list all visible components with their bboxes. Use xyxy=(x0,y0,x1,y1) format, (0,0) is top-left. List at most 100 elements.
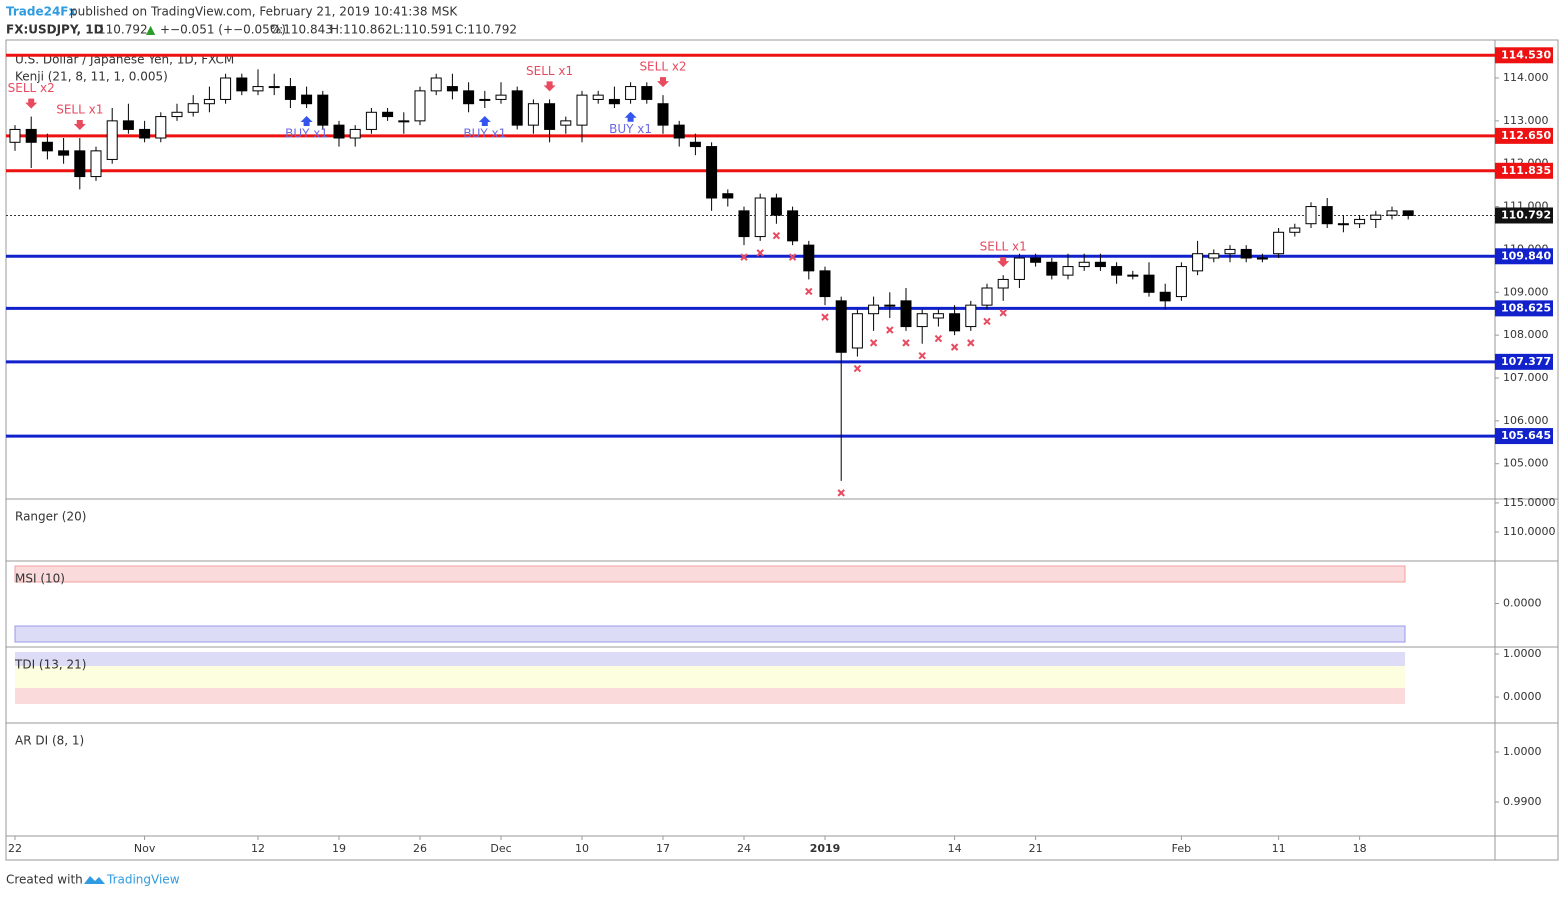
level-label: 109.840 xyxy=(1501,249,1551,262)
candle-body xyxy=(1030,257,1042,263)
x-tick-label: 26 xyxy=(413,842,427,855)
y-tick-label: 107.000 xyxy=(1503,371,1549,384)
candle-body xyxy=(1046,261,1058,276)
candle-body xyxy=(1337,223,1349,226)
footer-brand: TradingView xyxy=(106,873,180,887)
candle-body xyxy=(706,146,718,199)
candle-body xyxy=(803,244,815,272)
candle-body xyxy=(446,86,458,92)
panel-tick-label: 115.0000 xyxy=(1503,496,1556,509)
candle-body xyxy=(625,86,637,100)
candle-body xyxy=(884,304,896,307)
candle-body xyxy=(1402,210,1414,216)
buy-arrow xyxy=(300,116,313,126)
candle-body xyxy=(576,94,588,126)
level-label-bg xyxy=(1495,353,1553,370)
candle-body xyxy=(414,90,426,122)
candle-body xyxy=(1289,227,1301,233)
panel-tick-label: 0.0000 xyxy=(1503,597,1542,610)
cross-marker xyxy=(853,364,862,373)
y-tick-label: 109.000 xyxy=(1503,285,1549,298)
candle-body xyxy=(722,193,734,199)
cross-marker xyxy=(918,352,926,360)
footer-created: Created with xyxy=(6,873,83,887)
x-tick-label: 11 xyxy=(1272,842,1286,855)
candle-body xyxy=(1094,261,1106,268)
candle-body xyxy=(932,313,944,319)
candle-body xyxy=(511,90,523,126)
x-tick-label: 18 xyxy=(1353,842,1367,855)
candle-body xyxy=(657,103,669,126)
change: +−0.051 (+−0.05%) xyxy=(160,23,286,37)
candle-body xyxy=(284,86,296,100)
candle-body xyxy=(900,300,912,328)
panel-tick-label: 1.0000 xyxy=(1503,647,1542,660)
candle-body xyxy=(981,287,993,306)
candle-body xyxy=(1386,210,1398,216)
candle-body xyxy=(1321,206,1333,225)
cross-marker xyxy=(983,317,991,326)
y-tick-label: 106.000 xyxy=(1503,414,1549,427)
sell-arrow xyxy=(543,81,556,92)
x-tick-label: Nov xyxy=(134,842,156,855)
x-tick-label: 19 xyxy=(332,842,346,855)
level-label: 107.377 xyxy=(1501,355,1551,368)
panel-title: MSI (10) xyxy=(15,572,65,586)
cross-marker xyxy=(902,339,910,347)
candle-body xyxy=(187,103,199,113)
y-tick-label: 114.000 xyxy=(1503,71,1549,84)
sell-arrow xyxy=(73,120,86,130)
candle-body xyxy=(9,128,21,143)
candle-body xyxy=(25,128,37,143)
candle-body xyxy=(106,120,118,160)
x-tick-label: Dec xyxy=(490,842,511,855)
buy-arrow xyxy=(624,111,637,122)
candle-body xyxy=(365,111,377,130)
cross-marker xyxy=(805,287,813,296)
level-label: 105.645 xyxy=(1501,429,1551,442)
panel-tick-label: 110.0000 xyxy=(1503,525,1556,538)
candle-body xyxy=(203,98,215,105)
panel-title: AR DI (8, 1) xyxy=(15,734,84,748)
tv-logo xyxy=(84,876,105,884)
cross-marker xyxy=(788,253,797,261)
candle-body xyxy=(1208,253,1220,259)
band xyxy=(15,666,1405,688)
candle-body xyxy=(1273,231,1285,255)
candle-body xyxy=(1111,266,1123,276)
y-tick-label: 113.000 xyxy=(1503,114,1549,127)
candle-body xyxy=(544,103,556,130)
x-tick-label: 14 xyxy=(948,842,962,855)
candle-body xyxy=(560,120,572,126)
sell-arrow xyxy=(25,98,38,109)
level-label-bg xyxy=(1495,428,1553,445)
cross-marker xyxy=(967,339,975,347)
panel-title: TDI (13, 21) xyxy=(14,658,86,672)
candle-body xyxy=(1305,206,1317,225)
sell-label: SELL x2 xyxy=(639,60,686,74)
y-tick-label: 108.000 xyxy=(1503,328,1549,341)
candle-body xyxy=(479,98,491,101)
cross-marker xyxy=(837,489,845,497)
published: published on TradingView.com, February 2… xyxy=(70,5,458,19)
level-label-bg xyxy=(1495,47,1553,64)
band xyxy=(15,688,1405,704)
x-tick-label: 22 xyxy=(8,842,22,855)
close: C:110.792 xyxy=(455,23,517,37)
candle-body xyxy=(868,304,880,315)
candle-body xyxy=(1370,214,1382,220)
band xyxy=(14,565,1406,583)
candle-body xyxy=(851,313,863,349)
candle-body xyxy=(592,94,604,100)
candle-body xyxy=(58,150,70,156)
candle-body xyxy=(74,150,86,178)
open: O:110.843 xyxy=(270,23,333,37)
candle-body xyxy=(1078,261,1090,268)
sell-label: SELL x2 xyxy=(8,81,55,95)
candle-body xyxy=(1127,274,1139,277)
level-label: 111.835 xyxy=(1501,164,1551,177)
buy-label: BUY x1 xyxy=(609,122,652,136)
arrow: ▲ xyxy=(146,23,156,37)
